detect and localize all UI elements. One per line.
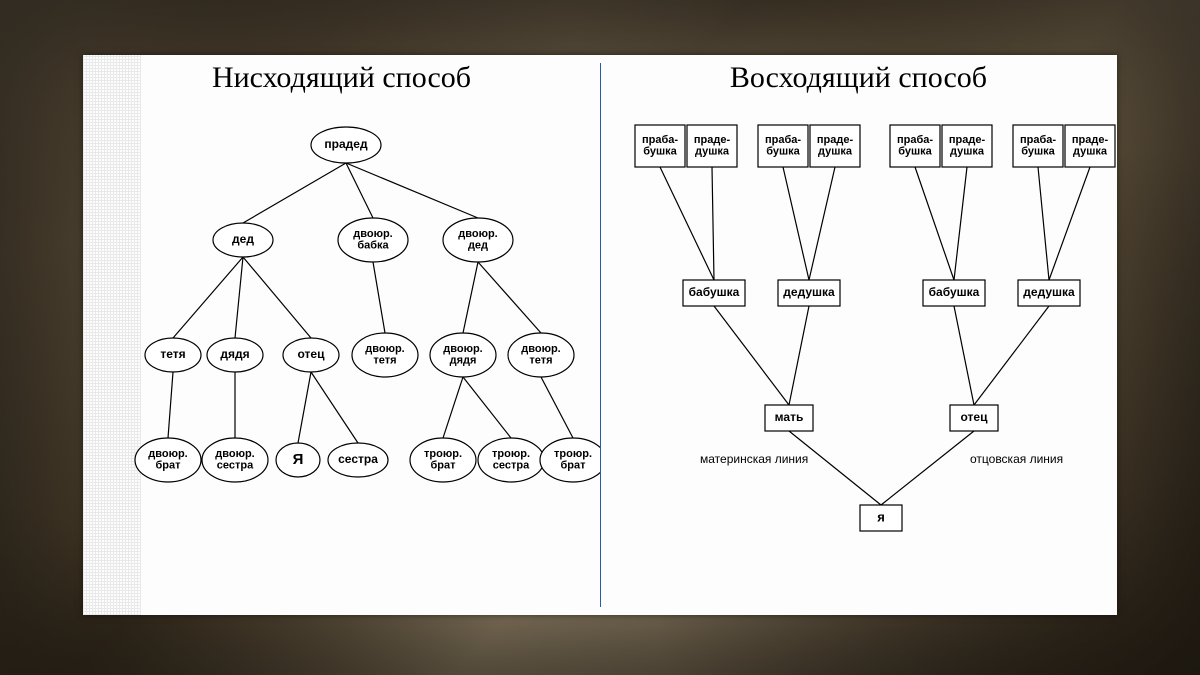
svg-text:бушка: бушка xyxy=(1021,146,1055,158)
node-sestra: сестра xyxy=(328,443,388,477)
svg-text:тетя: тетя xyxy=(373,355,396,367)
caption-1: отцовская линия xyxy=(970,452,1063,466)
right-panel: Восходящий способ праба-бушкапраде-душка… xyxy=(600,55,1117,615)
svg-text:брат: брат xyxy=(155,460,181,472)
svg-text:брат: брат xyxy=(430,460,456,472)
svg-text:праба-: праба- xyxy=(765,134,801,146)
svg-text:дедушка: дедушка xyxy=(1023,285,1075,299)
svg-text:дядя: дядя xyxy=(220,347,249,361)
svg-text:бабушка: бабушка xyxy=(689,285,740,299)
svg-text:сестра: сестра xyxy=(338,452,378,466)
svg-text:двоюр.: двоюр. xyxy=(443,343,483,355)
caption-0: материнская линия xyxy=(700,452,808,466)
ascending-tree: праба-бушкапраде-душкапраба-бушкапраде-д… xyxy=(600,55,1117,615)
node-ded: дед xyxy=(213,223,273,257)
svg-text:бабушка: бабушка xyxy=(929,285,980,299)
svg-text:отец: отец xyxy=(298,347,326,361)
svg-text:праба-: праба- xyxy=(897,134,933,146)
node-pd1: праде-душка xyxy=(687,125,737,167)
node-pd4: праде-душка xyxy=(1065,125,1115,167)
svg-text:праде-: праде- xyxy=(1072,134,1109,146)
node-dvsestra: двоюр.сестра xyxy=(202,438,268,482)
svg-text:бабка: бабка xyxy=(357,240,389,252)
svg-text:дедушка: дедушка xyxy=(783,285,835,299)
svg-text:двоюр.: двоюр. xyxy=(353,228,393,240)
svg-text:бушка: бушка xyxy=(898,146,932,158)
svg-text:праба-: праба- xyxy=(1020,134,1056,146)
svg-text:сестра: сестра xyxy=(217,460,254,472)
svg-text:троюр.: троюр. xyxy=(424,448,462,460)
node-dyadya: дядя xyxy=(207,338,263,372)
svg-text:дядя: дядя xyxy=(450,355,477,367)
node-pd3: праде-душка xyxy=(942,125,992,167)
svg-text:я: я xyxy=(877,509,885,524)
node-pd2: праде-душка xyxy=(810,125,860,167)
svg-text:сестра: сестра xyxy=(493,460,530,472)
svg-text:брат: брат xyxy=(560,460,586,472)
svg-text:двоюр.: двоюр. xyxy=(458,228,498,240)
svg-text:мать: мать xyxy=(775,410,804,424)
node-ded1: дедушка xyxy=(778,280,840,306)
node-bab2: бабушка xyxy=(923,280,985,306)
svg-text:праде-: праде- xyxy=(694,134,731,146)
node-pb4: праба-бушка xyxy=(1013,125,1063,167)
node-dvded: двоюр.дед xyxy=(443,218,513,262)
node-pb1: праба-бушка xyxy=(635,125,685,167)
node-pb2: праба-бушка xyxy=(758,125,808,167)
left-title: Нисходящий способ xyxy=(83,55,600,95)
node-ot: отец xyxy=(950,405,998,431)
node-dvtetya1: двоюр.тетя xyxy=(352,333,418,377)
diagram-paper: Нисходящий способ прадеддеддвоюр.бабкадв… xyxy=(83,55,1117,615)
svg-text:троюр.: троюр. xyxy=(492,448,530,460)
svg-text:троюр.: троюр. xyxy=(554,448,592,460)
svg-text:тетя: тетя xyxy=(529,355,552,367)
svg-text:тетя: тетя xyxy=(160,347,185,361)
node-ded2: дедушка xyxy=(1018,280,1080,306)
svg-text:душка: душка xyxy=(950,146,985,158)
svg-text:праде-: праде- xyxy=(817,134,854,146)
right-title: Восходящий способ xyxy=(600,55,1117,95)
node-ya: Я xyxy=(276,443,320,477)
svg-text:двоюр.: двоюр. xyxy=(365,343,405,355)
node-bab1: бабушка xyxy=(683,280,745,306)
svg-text:бушка: бушка xyxy=(766,146,800,158)
node-otec: отец xyxy=(283,338,339,372)
descending-tree: прадеддеддвоюр.бабкадвоюр.дедтетядядяоте… xyxy=(83,55,600,615)
node-ya: я xyxy=(860,505,902,531)
svg-text:дед: дед xyxy=(468,240,488,252)
node-dvtetya2: двоюр.тетя xyxy=(508,333,574,377)
node-trbrat2: троюр.брат xyxy=(540,438,600,482)
svg-text:двоюр.: двоюр. xyxy=(215,448,255,460)
svg-text:дед: дед xyxy=(232,232,254,246)
node-praded: прадед xyxy=(311,127,381,163)
svg-text:праба-: праба- xyxy=(642,134,678,146)
node-pb3: праба-бушка xyxy=(890,125,940,167)
node-tetya: тетя xyxy=(145,338,201,372)
node-trsestra: троюр.сестра xyxy=(478,438,544,482)
svg-text:Я: Я xyxy=(293,451,304,468)
svg-text:двоюр.: двоюр. xyxy=(148,448,188,460)
node-dvdyadya: двоюр.дядя xyxy=(430,333,496,377)
svg-text:двоюр.: двоюр. xyxy=(521,343,561,355)
left-panel: Нисходящий способ прадеддеддвоюр.бабкадв… xyxy=(83,55,600,615)
svg-text:праде-: праде- xyxy=(949,134,986,146)
node-mat: мать xyxy=(765,405,813,431)
svg-text:душка: душка xyxy=(1073,146,1108,158)
node-dvbrat: двоюр.брат xyxy=(135,438,201,482)
svg-text:прадед: прадед xyxy=(324,137,368,151)
svg-text:бушка: бушка xyxy=(643,146,677,158)
node-trbrat1: троюр.брат xyxy=(410,438,476,482)
node-dvbabka: двоюр.бабка xyxy=(338,218,408,262)
svg-text:отец: отец xyxy=(961,410,989,424)
svg-text:душка: душка xyxy=(818,146,853,158)
svg-text:душка: душка xyxy=(695,146,730,158)
